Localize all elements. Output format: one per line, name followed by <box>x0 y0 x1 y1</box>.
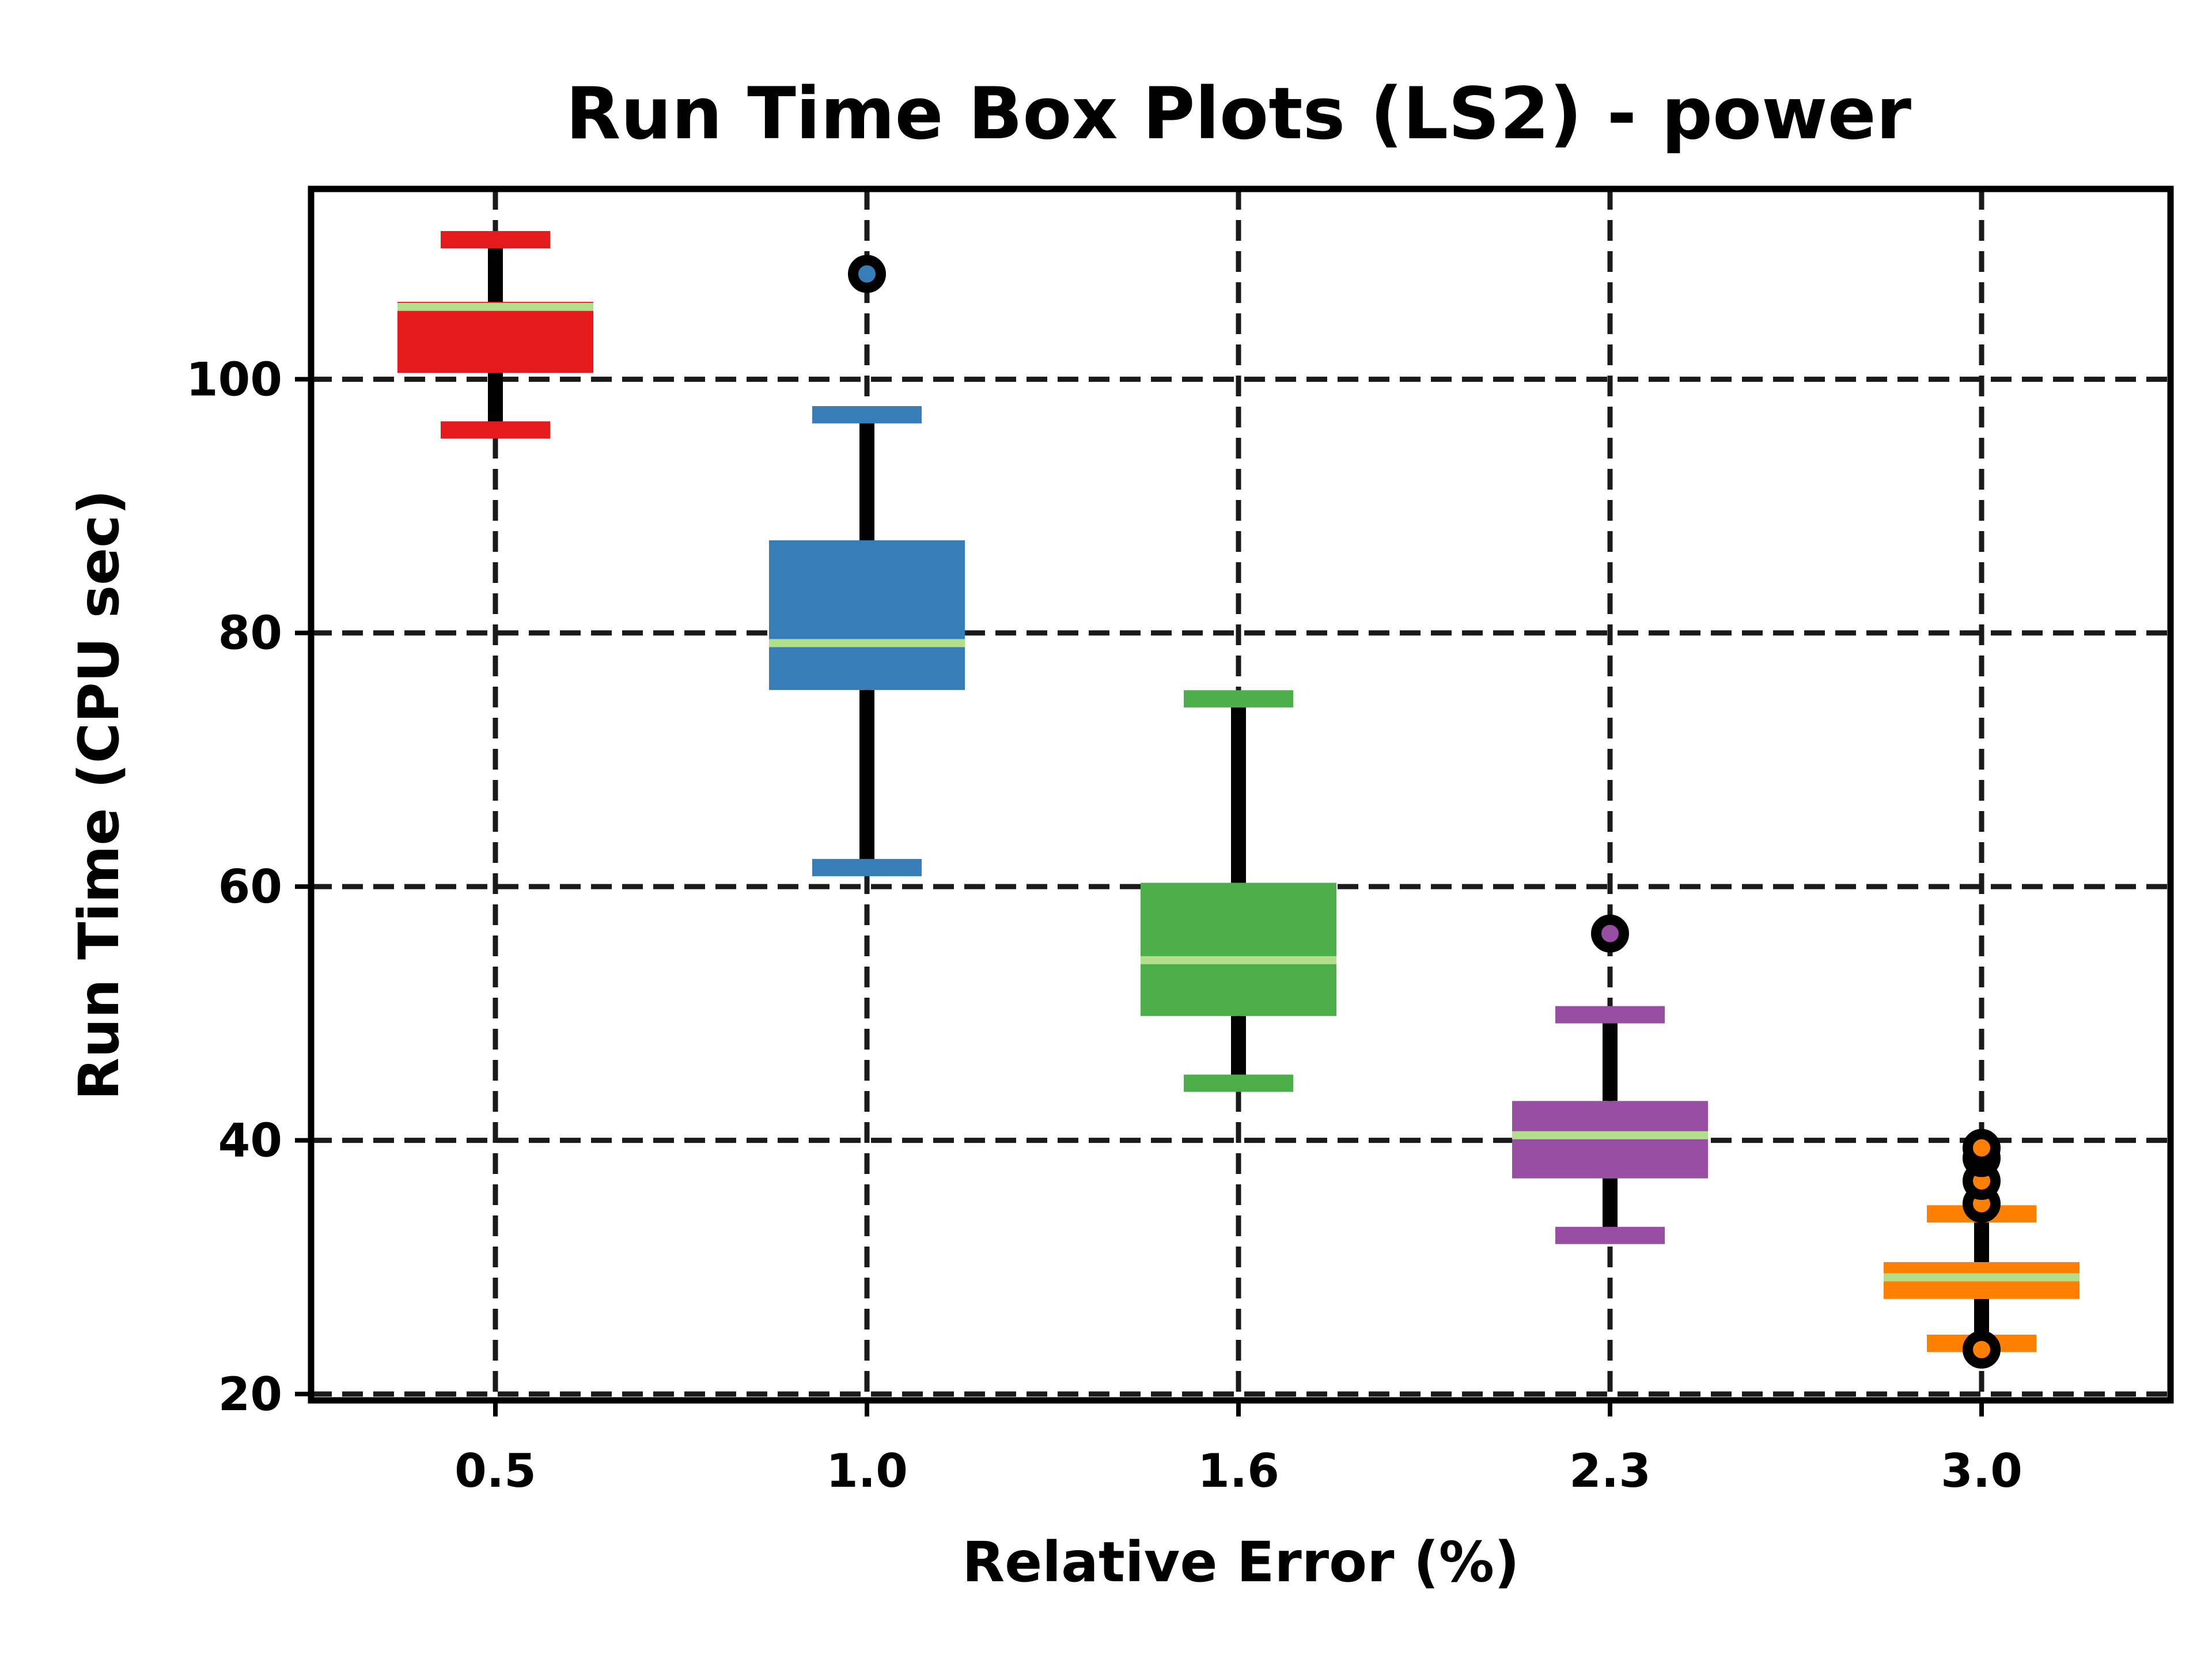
iqr-box <box>1141 882 1336 1016</box>
outlier-point <box>1591 914 1629 953</box>
upper-cap <box>1555 1006 1665 1024</box>
outlier-point <box>1963 1330 2001 1369</box>
iqr-box <box>1512 1101 1708 1179</box>
axis-ticks: 20 40 60 80 100 0.5 1.0 1.6 2.3 3.0 <box>186 353 2022 1498</box>
lower-cap <box>1184 1074 1293 1092</box>
box-2.3 <box>1512 914 1708 1244</box>
box-0.5 <box>397 231 593 439</box>
box-1.0 <box>769 255 965 877</box>
y-tick-label: 100 <box>186 353 282 406</box>
outlier-point <box>1963 1128 2001 1167</box>
box-3.0 <box>1884 1128 2080 1369</box>
upper-cap <box>812 406 922 423</box>
x-tick-label: 2.3 <box>1569 1444 1651 1498</box>
x-tick-label: 0.5 <box>454 1444 536 1498</box>
y-tick-label: 40 <box>218 1114 282 1168</box>
lower-cap <box>441 421 550 439</box>
y-axis-label: Run Time (CPU sec) <box>67 490 131 1100</box>
x-axis-label: Relative Error (%) <box>962 1530 1520 1594</box>
iqr-box <box>769 540 965 690</box>
upper-cap <box>441 231 550 249</box>
outlier-point <box>848 255 886 293</box>
y-tick-label: 80 <box>218 607 282 660</box>
lower-cap <box>812 859 922 877</box>
iqr-box <box>397 301 593 373</box>
chart-title: Run Time Box Plots (LS2) - power <box>566 73 1911 156</box>
x-tick-label: 1.0 <box>826 1444 908 1498</box>
box-series <box>397 231 2080 1369</box>
x-tick-label: 3.0 <box>1941 1444 2022 1498</box>
lower-cap <box>1555 1226 1665 1244</box>
y-tick-label: 20 <box>218 1368 282 1421</box>
y-tick-label: 60 <box>218 860 282 914</box>
box-1.6 <box>1141 690 1336 1092</box>
upper-cap <box>1184 690 1293 708</box>
x-tick-label: 1.6 <box>1198 1444 1279 1498</box>
